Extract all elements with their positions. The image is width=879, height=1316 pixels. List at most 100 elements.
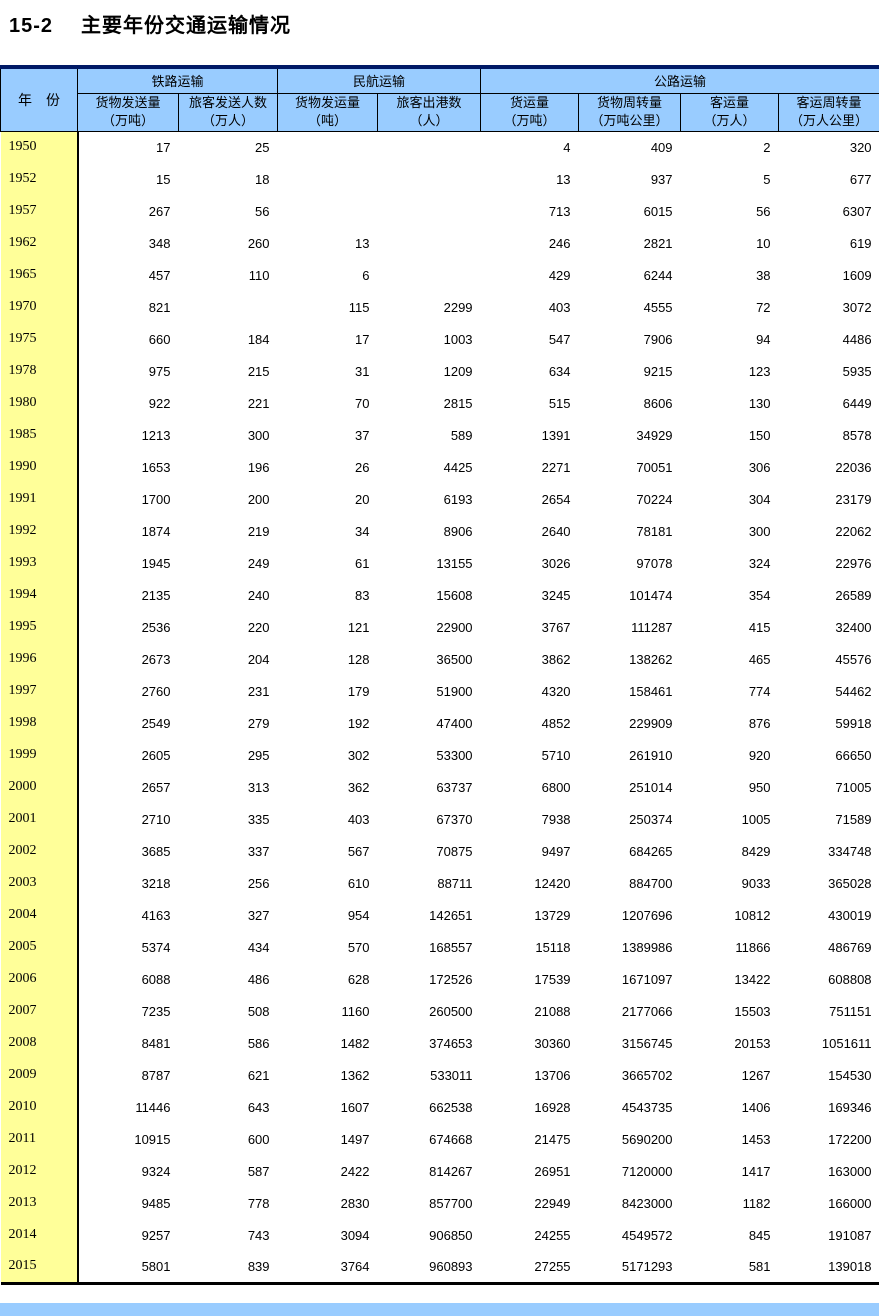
data-cell: 251014 [629,779,673,795]
year-cell: 1978 [0,355,79,387]
data-cell: 215 [247,363,270,379]
year-cell: 1991 [0,483,79,515]
header-sub-row: 货物发送量 （万吨） 旅客发送人数 （万人） 货物发运量 （吨） 旅客出港数 （人） 货… [1,92,879,132]
table-row: 2005 5374 434 570 168557 15118 1389986 11866 486… [0,931,879,963]
data-cell: 10812 [734,907,771,923]
year-cell: 1995 [0,611,79,643]
year-cell: 2004 [0,899,79,931]
year-cell: 2007 [0,995,79,1027]
data-cell: 63737 [436,779,473,795]
year-cell: 1957 [0,195,79,227]
data-cell: 231 [247,683,270,699]
data-cell: 123 [748,363,771,379]
table-row: 1980 922 221 70 2815 515 8606 130 6449 [0,387,879,419]
year-cell: 1950 [0,131,79,163]
data-cell: 204 [247,651,270,667]
year-cell: 2014 [0,1219,79,1251]
table-row: 1965 457 110 6 429 6244 38 1609 [0,259,879,291]
data-cell: 37 [355,427,370,443]
data-cell: 78181 [636,523,673,539]
data-cell: 429 [548,267,571,283]
year-cell: 2001 [0,803,79,835]
table-header: 年 份 铁路运输 民航运输 公路运输 货物发送量 （万吨） 旅客发送人数 （万人） … [0,66,879,132]
data-cell: 256 [247,875,270,891]
data-cell: 684265 [629,843,673,859]
data-cell: 950 [748,779,771,795]
data-cell: 2 [763,139,771,155]
data-cell: 4320 [541,683,571,699]
data-cell: 1874 [141,523,171,539]
data-cell: 30360 [534,1035,571,1051]
year-cell: 2011 [0,1123,79,1155]
year-cell: 1990 [0,451,79,483]
data-cell: 22036 [835,459,872,475]
data-cell: 11866 [735,939,771,955]
data-cell: 26589 [835,587,872,603]
data-cell: 70224 [636,491,673,507]
group-header-aviation: 民航运输 [277,66,482,94]
data-cell: 8481 [141,1035,171,1051]
data-cell: 643 [247,1099,270,1115]
data-cell: 567 [347,843,370,859]
data-cell: 56 [255,203,270,219]
year-cell: 2006 [0,963,79,995]
data-cell: 581 [748,1258,771,1274]
data-cell: 111287 [631,619,673,635]
year-cell: 1993 [0,547,79,579]
data-cell: 13 [355,235,370,251]
data-cell: 11446 [135,1099,171,1115]
data-cell: 327 [247,907,270,923]
table-row: 1985 1213 300 37 589 1391 34929 150 8578 [0,419,879,451]
year-cell: 1980 [0,387,79,419]
data-cell: 8606 [643,395,673,411]
table-row: 2004 4163 327 954 142651 13729 1207696 10812 430… [0,899,879,931]
data-cell: 130 [748,395,771,411]
data-cell: 1362 [340,1067,370,1083]
data-cell: 191087 [828,1227,872,1243]
data-cell: 600 [247,1131,270,1147]
data-cell: 9324 [141,1163,171,1179]
data-cell [179,291,278,323]
data-cell: 1209 [443,363,473,379]
header-group-row: 年 份 铁路运输 民航运输 公路运输 [0,66,879,132]
table-row: 2002 3685 337 567 70875 9497 684265 8429 334748 [0,835,879,867]
data-cell: 2657 [141,779,171,795]
data-cell: 2422 [340,1163,370,1179]
data-cell: 1497 [340,1131,370,1147]
data-cell: 192 [347,715,370,731]
data-cell: 2549 [141,715,171,731]
year-cell: 1965 [0,259,79,291]
data-cell: 220 [247,619,270,635]
data-cell: 1391 [541,427,571,443]
data-cell: 53300 [436,747,473,763]
data-cell [278,163,378,195]
data-cell: 547 [548,331,571,347]
data-cell: 774 [748,683,771,699]
data-cell: 97078 [636,555,673,571]
data-cell: 876 [748,715,771,731]
data-cell: 5 [763,171,771,187]
data-cell: 403 [548,299,571,315]
transport-statistics-table: 年 份 铁路运输 民航运输 公路运输 货物发送量 （万吨） 旅客发送人数 （万人） … [0,65,879,1285]
data-cell: 465 [748,651,771,667]
data-cell: 570 [347,939,370,955]
year-cell: 2003 [0,867,79,899]
data-cell: 1182 [742,1195,771,1211]
data-cell: 8578 [842,427,872,443]
data-cell: 3245 [541,587,571,603]
data-cell [378,227,481,259]
data-cell: 374653 [429,1035,473,1051]
year-cell: 2000 [0,771,79,803]
data-cell: 662538 [429,1099,473,1115]
data-cell [378,259,481,291]
data-cell: 320 [849,139,872,155]
data-cell: 179 [347,683,370,699]
data-cell: 13706 [534,1067,571,1083]
table-row: 2003 3218 256 610 88711 12420 884700 9033 365028 [0,867,879,899]
data-cell: 5710 [541,747,571,763]
table-row: 1978 975 215 31 1209 634 9215 123 5935 [0,355,879,387]
data-cell: 17 [355,331,370,347]
data-cell: 300 [748,523,771,539]
data-cell: 150 [748,427,771,443]
